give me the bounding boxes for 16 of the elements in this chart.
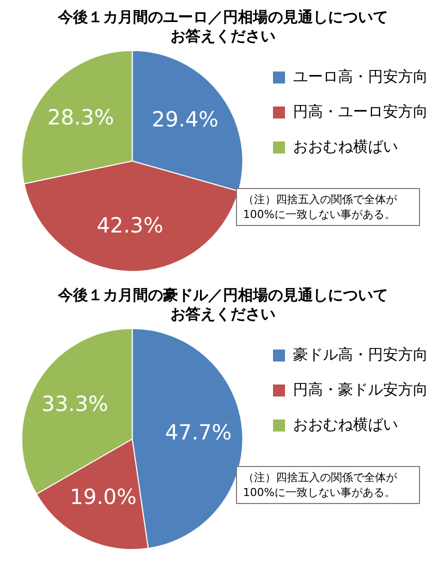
- text: （注）四捨五入の関係で全体が100%に一致しない事がある。: [236, 466, 420, 504]
- legend-label: 円高・ユーロ安方向: [293, 102, 428, 120]
- data-label: 29.4%: [152, 107, 219, 132]
- data-label: 42.3%: [96, 214, 164, 238]
- chart-title: 今後１カ月間の豪ドル／円相場の見通しについてお答えください: [56, 286, 389, 324]
- legend-label: 円高・豪ドル安方向: [293, 380, 428, 398]
- legend-label: おおむね横ばい: [293, 415, 398, 434]
- data-label: 33.3%: [42, 392, 108, 416]
- legend-label: おおむね横ばい: [293, 137, 398, 156]
- data-label: 47.7%: [165, 420, 232, 445]
- chart-title: 今後１カ月間のユーロ／円相場の見通しについてお答えください: [56, 8, 389, 46]
- data-label: 19.0%: [70, 485, 137, 510]
- text: （注）四捨五入の関係で全体が100%に一致しない事がある。: [236, 188, 420, 226]
- data-label: 28.3%: [47, 106, 114, 130]
- legend-label: ユーロ高・円安方向: [293, 67, 428, 86]
- legend-label: 豪ドル高・円安方向: [293, 345, 428, 364]
